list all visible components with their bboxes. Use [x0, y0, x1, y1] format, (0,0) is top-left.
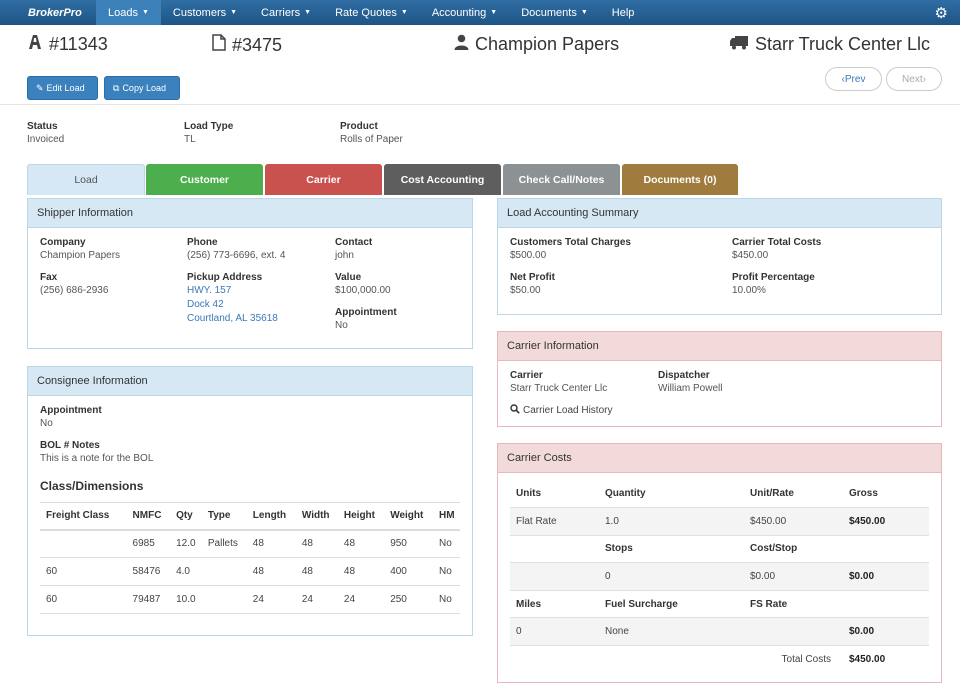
- table-row: 0 None $0.00: [510, 617, 929, 646]
- table-row: Miles Fuel Surcharge FS Rate: [510, 589, 929, 618]
- table-row: Units Quantity Unit/Rate Gross: [516, 488, 878, 500]
- prev-button[interactable]: ‹Prev: [825, 67, 882, 91]
- caret-down-icon: ▼: [490, 9, 498, 16]
- shipper-panel: Shipper Information Company Champion Pape…: [27, 198, 473, 349]
- search-icon: [510, 404, 520, 417]
- panel-title: Load Accounting Summary: [498, 199, 941, 228]
- panel-title: Shipper Information: [28, 199, 472, 228]
- next-button[interactable]: Next›: [886, 67, 942, 91]
- copy-load-button[interactable]: ⧉ Copy Load: [104, 76, 180, 100]
- edit-load-button[interactable]: ✎ Edit Load: [27, 76, 98, 100]
- pickup-address-link[interactable]: HWY. 157: [187, 285, 232, 296]
- column-header: NMFC: [126, 502, 171, 531]
- divider: [0, 104, 960, 105]
- column-header: Weight: [384, 502, 434, 531]
- carrier-heading: Starr Truck Center Llc: [730, 34, 930, 55]
- caret-down-icon: ▼: [230, 9, 238, 16]
- tab-documents[interactable]: Documents (0): [622, 164, 738, 195]
- user-icon: [454, 34, 469, 55]
- carrier-costs-panel: Carrier Costs Units Quantity Unit/Rate Gros…: [497, 443, 942, 683]
- gear-icon[interactable]: ⚙: [934, 5, 948, 22]
- load-type-field: Load Type TL: [184, 121, 234, 145]
- product-field: Product Rolls of Paper: [340, 121, 403, 145]
- tab-check-call-notes[interactable]: Check Call/Notes: [503, 164, 620, 195]
- nav-documents[interactable]: Documents ▼: [521, 6, 588, 19]
- class-dimensions-title: Class/Dimensions: [40, 479, 144, 493]
- pickup-address-link[interactable]: Courtland, AL 35618: [187, 313, 278, 324]
- column-header: Type: [201, 502, 247, 531]
- column-header: Height: [337, 502, 385, 531]
- caret-down-icon: ▼: [400, 9, 408, 16]
- carrier-load-history-link[interactable]: Carrier Load History: [510, 404, 612, 417]
- nav-loads[interactable]: Loads ▼: [96, 0, 161, 25]
- column-header: HM: [433, 502, 460, 531]
- column-header: Length: [246, 502, 296, 531]
- edit-icon: ✎: [36, 82, 44, 93]
- table-row: Stops Cost/Stop: [510, 534, 929, 563]
- accounting-summary-panel: Load Accounting Summary Customers Total …: [497, 198, 942, 315]
- caret-down-icon: ▼: [580, 9, 588, 16]
- carrier-costs-table: Units Quantity Unit/Rate Gross Flat Rate 1.0…: [510, 480, 929, 674]
- table-row: 60 58476 4.0 48 48 48 400 No: [40, 557, 460, 586]
- tab-customer[interactable]: Customer: [146, 164, 263, 195]
- tab-cost-accounting[interactable]: Cost Accounting: [384, 164, 501, 195]
- status-field: Status Invoiced: [27, 121, 65, 145]
- bol-number-heading: #3475: [212, 34, 282, 56]
- brand-logo[interactable]: BrokerPro: [28, 6, 82, 19]
- consignee-panel: Consignee Information Appointment No BOL …: [27, 366, 473, 636]
- copy-icon: ⧉: [113, 82, 120, 93]
- nav-carriers[interactable]: Carriers ▼: [261, 6, 312, 19]
- table-row: 60 79487 10.0 24 24 24 250 No: [40, 585, 460, 614]
- table-row: 0 $0.00 $0.00: [510, 562, 929, 591]
- nav-rate-quotes[interactable]: Rate Quotes ▼: [335, 6, 408, 19]
- panel-title: Carrier Information: [498, 332, 941, 361]
- caret-down-icon: ▼: [141, 9, 149, 16]
- file-icon: [212, 34, 226, 56]
- carrier-information-panel: Carrier Information Carrier Starr Truck C…: [497, 331, 942, 427]
- nav-help[interactable]: Help: [611, 6, 635, 19]
- panel-title: Consignee Information: [28, 367, 472, 396]
- truck-icon: [730, 35, 749, 55]
- caret-down-icon: ▼: [304, 9, 312, 16]
- column-header: Width: [295, 502, 338, 531]
- load-number-heading: #11343: [27, 34, 108, 55]
- tab-load[interactable]: Load: [27, 164, 145, 195]
- tab-carrier[interactable]: Carrier: [265, 164, 382, 195]
- column-header: Freight Class: [40, 502, 127, 531]
- nav-customers[interactable]: Customers ▼: [172, 6, 238, 19]
- column-header: Qty: [170, 502, 202, 531]
- pickup-address-link[interactable]: Dock 42: [187, 299, 224, 310]
- panel-title: Carrier Costs: [498, 444, 941, 473]
- total-costs-row: Total Costs $450.00: [510, 645, 929, 674]
- customer-heading: Champion Papers: [454, 34, 619, 55]
- top-navbar: BrokerPro Loads ▼ Customers ▼ Carriers ▼ Ra…: [0, 0, 960, 25]
- road-icon: [27, 34, 43, 55]
- dimensions-table: Freight Class NMFC Qty Type Length Width…: [40, 502, 460, 614]
- table-row: 6985 12.0 Pallets 48 48 48 950 No: [40, 529, 460, 558]
- nav-accounting[interactable]: Accounting ▼: [431, 6, 498, 19]
- table-row: Flat Rate 1.0 $450.00 $450.00: [510, 507, 929, 536]
